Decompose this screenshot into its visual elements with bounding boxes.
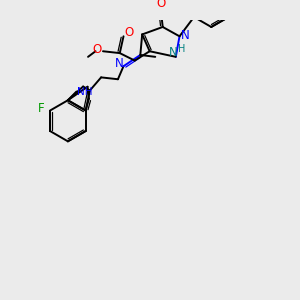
Text: N: N [181, 29, 190, 42]
Text: H: H [178, 44, 185, 54]
Text: O: O [156, 0, 166, 10]
Text: O: O [93, 43, 102, 56]
Text: F: F [38, 102, 45, 115]
Text: N: N [169, 46, 177, 59]
Text: N: N [115, 57, 123, 70]
Text: NH: NH [77, 87, 93, 97]
Text: O: O [124, 26, 134, 39]
